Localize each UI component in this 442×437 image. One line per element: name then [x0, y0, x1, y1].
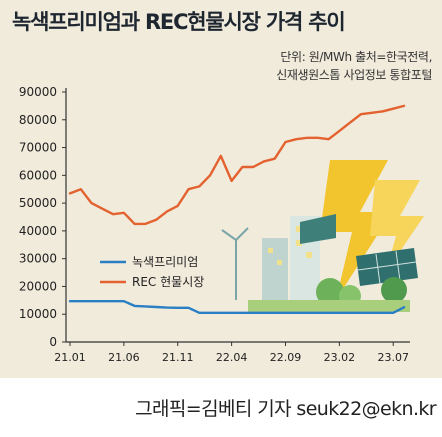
- wind-turbine-icon: [221, 227, 249, 300]
- solar-panel-icon: [300, 214, 418, 286]
- bolt-icon: [320, 160, 392, 300]
- x-axis: 21.01 21.06 21.11 22.04 22.09 23.02 23.07: [54, 341, 410, 364]
- x-tick-label: 21.01: [54, 351, 86, 364]
- series-layer: [68, 104, 406, 314]
- bolt-icon: [370, 180, 424, 272]
- y-tick-label: 60000: [19, 168, 57, 182]
- y-tick-label: 90000: [19, 85, 57, 99]
- y-tick-label: 0: [49, 335, 57, 349]
- x-tick-label: 22.09: [270, 351, 302, 364]
- legend-label: 녹색프리미엄: [132, 255, 198, 269]
- legend: 녹색프리미엄 REC 현물시장: [100, 255, 204, 289]
- series-line-2: [68, 104, 406, 226]
- y-tick-label: 20000: [19, 279, 57, 293]
- x-tick-label: 22.04: [216, 351, 248, 364]
- x-tick-label: 21.11: [162, 351, 194, 364]
- y-tick-label: 40000: [19, 224, 57, 238]
- y-tick-label: 70000: [19, 141, 57, 155]
- chart-title: 녹색프리미엄과 REC현물시장 가격 추이: [12, 10, 346, 34]
- legend-label: REC 현물시장: [132, 275, 204, 289]
- x-tick-label: 23.07: [377, 351, 409, 364]
- renewable-energy-illustration: [221, 160, 424, 312]
- unit-source-line-1: 단위: 원/MWh 출처=한국전력,: [280, 50, 432, 64]
- y-axis: 0 10000 20000 30000 40000 50000 60000 70000 8000…: [19, 85, 67, 349]
- series-line-1: [68, 300, 406, 314]
- y-tick-label: 50000: [19, 196, 57, 210]
- tree-icon: [248, 277, 410, 312]
- line-chart: 0 10000 20000 30000 40000 50000 60000 70000 8000…: [19, 85, 424, 364]
- graphic-credit: 그래픽=김베티 기자 seuk22@ekn.kr: [135, 398, 436, 420]
- x-tick-label: 23.02: [324, 351, 356, 364]
- x-tick-label: 21.06: [108, 351, 140, 364]
- unit-source-line-2: 신재생원스톱 사업정보 통합포털: [276, 68, 432, 82]
- y-tick-label: 80000: [19, 113, 57, 127]
- y-tick-label: 10000: [19, 307, 57, 321]
- y-tick-label: 30000: [19, 252, 57, 266]
